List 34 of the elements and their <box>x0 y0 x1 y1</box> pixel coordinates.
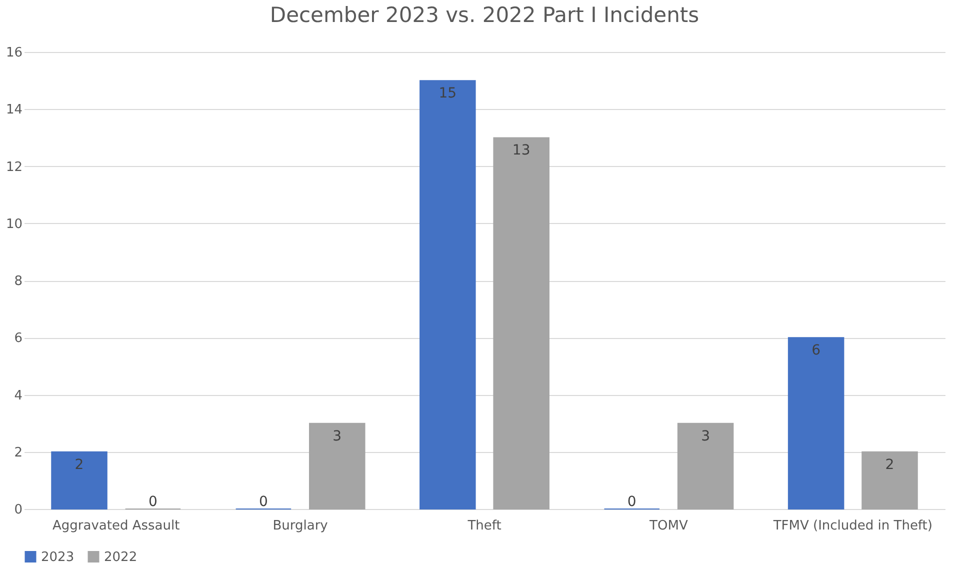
y-tick-label: 0 <box>14 502 22 518</box>
data-label: 2 <box>74 456 84 473</box>
y-tick-label: 8 <box>14 274 22 289</box>
y-tick-label: 4 <box>14 388 22 404</box>
data-label: 3 <box>332 428 342 444</box>
chart-title: December 2023 vs. 2022 Part I Incidents <box>270 3 700 27</box>
y-tick-label: 16 <box>6 46 22 60</box>
data-label: 13 <box>512 142 530 159</box>
y-tick-label: 12 <box>6 160 22 175</box>
data-label: 15 <box>438 86 457 102</box>
x-tick-label: Burglary <box>272 518 328 534</box>
x-tick-label: TOMV <box>648 518 688 534</box>
bar <box>677 422 734 510</box>
x-tick-label: Aggravated Assault <box>52 518 180 534</box>
bar <box>51 451 108 510</box>
bar <box>493 137 550 510</box>
y-tick-label: 2 <box>14 445 22 460</box>
data-label: 6 <box>812 342 821 359</box>
legend-label: 2022 <box>104 550 138 565</box>
y-tick-label: 14 <box>6 102 22 118</box>
x-tick-label: TFMV (Included in Theft) <box>772 518 932 534</box>
y-tick-label: 10 <box>6 216 22 232</box>
data-label: 3 <box>701 428 710 444</box>
bar <box>420 80 476 510</box>
y-tick-label: 6 <box>14 331 22 346</box>
bar <box>788 337 844 510</box>
legend-label: 2023 <box>41 550 74 565</box>
data-label: 2 <box>885 456 894 473</box>
data-label: 0 <box>259 494 268 510</box>
bar <box>862 451 918 510</box>
data-label: 0 <box>148 494 158 510</box>
data-label: 0 <box>627 494 636 510</box>
bar <box>309 422 366 510</box>
x-tick-label: Theft <box>466 518 502 534</box>
